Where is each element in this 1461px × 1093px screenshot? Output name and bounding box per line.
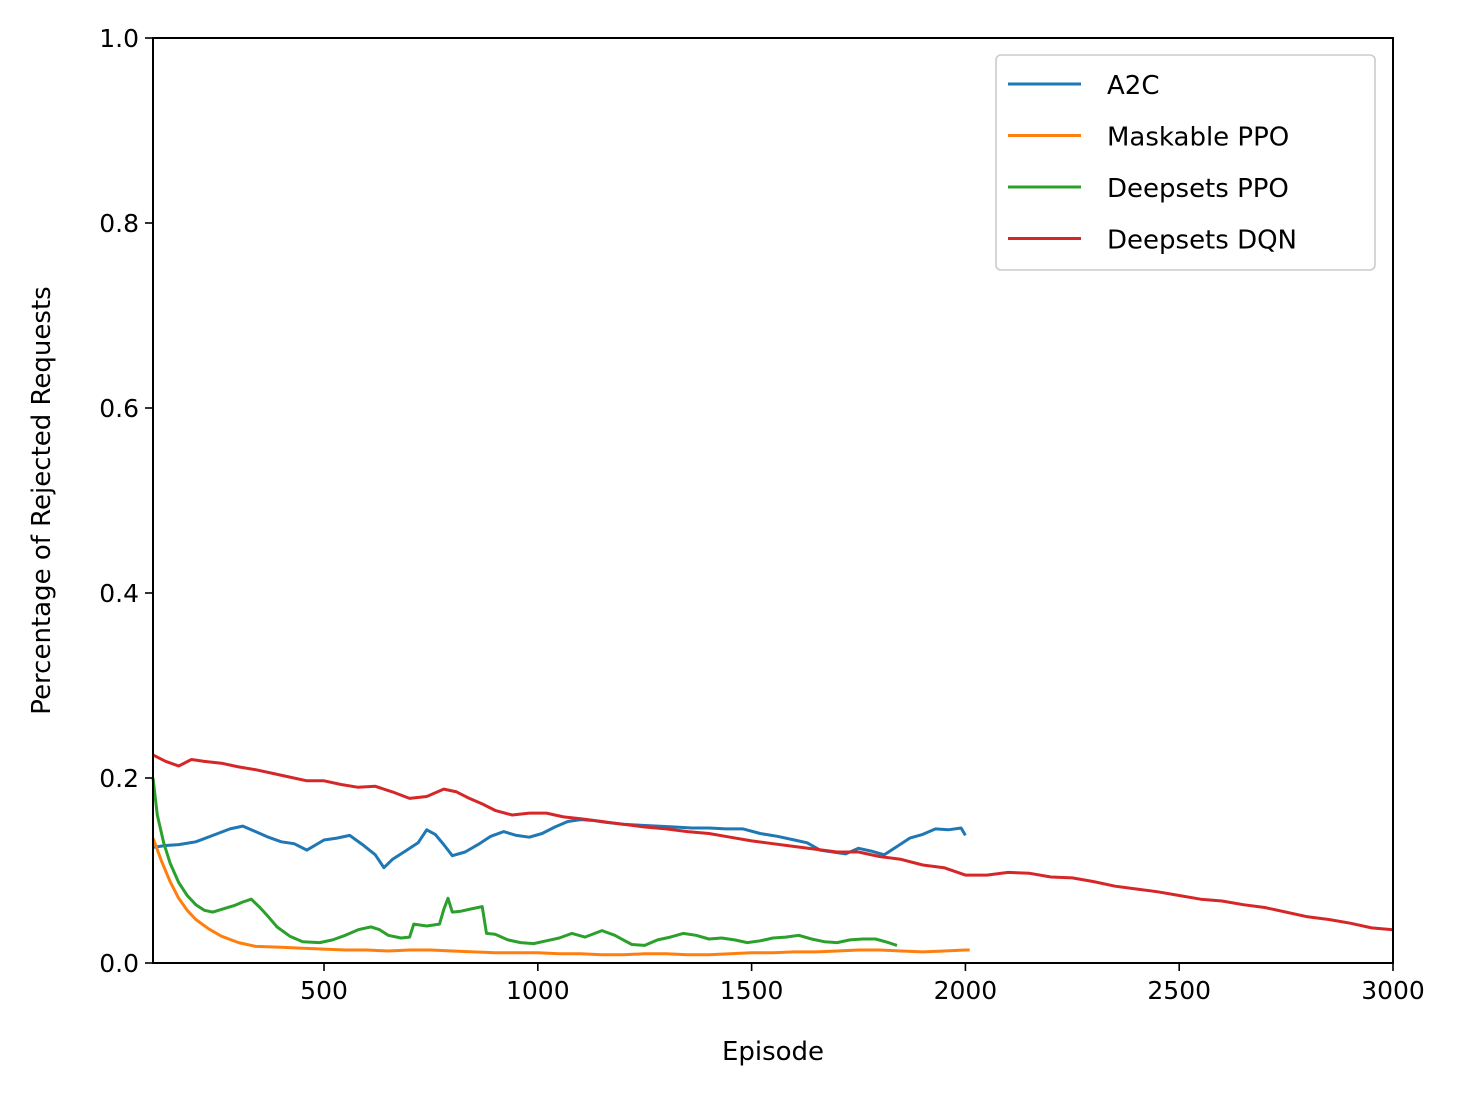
plot-frame <box>152 37 1394 964</box>
x-tick-label: 1500 <box>720 976 784 1005</box>
legend-box <box>995 54 1376 271</box>
y-tick-label: 0.6 <box>99 394 139 423</box>
series-line-2 <box>151 777 898 947</box>
x-tick-label: 500 <box>300 976 348 1005</box>
series-line-1 <box>151 837 970 957</box>
x-tick-label: 2500 <box>1147 976 1211 1005</box>
x-tick-label: 3000 <box>1361 976 1425 1005</box>
series-line-3 <box>152 753 1394 932</box>
x-tick-label: 1000 <box>506 976 570 1005</box>
x-axis-label: Episode <box>722 1037 824 1067</box>
y-tick-label: 0.4 <box>99 579 139 608</box>
legend-label-3: Deepsets DQN <box>1107 226 1297 256</box>
y-axis: 0.0 0.2 0.4 0.6 0.8 1.0 <box>99 24 153 978</box>
legend: A2C Maskable PPO Deepsets PPO Deepsets DQN <box>995 54 1376 271</box>
y-tick-label: 0.8 <box>99 209 139 238</box>
y-tick-label: 0.0 <box>99 949 139 978</box>
y-axis-label: Percentage of Rejected Requests <box>27 286 57 714</box>
series-line-0 <box>152 818 967 870</box>
legend-label-2: Deepsets PPO <box>1107 174 1289 204</box>
legend-label-0: A2C <box>1107 71 1159 101</box>
series-layer <box>151 753 1394 957</box>
legend-label-1: Maskable PPO <box>1107 123 1289 153</box>
x-axis: 500 1000 1500 2000 2500 3000 <box>300 963 1425 1005</box>
y-tick-label: 0.2 <box>99 764 139 793</box>
x-tick-label: 2000 <box>934 976 998 1005</box>
y-tick-label: 1.0 <box>99 24 139 53</box>
